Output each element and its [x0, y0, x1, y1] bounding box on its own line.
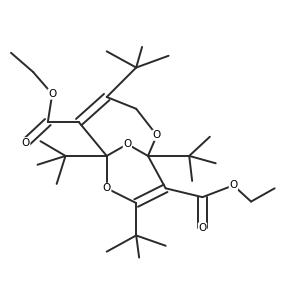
Text: O: O: [48, 89, 56, 99]
Text: O: O: [229, 180, 238, 190]
Text: O: O: [22, 138, 30, 148]
Text: O: O: [103, 183, 111, 193]
Text: O: O: [198, 223, 207, 233]
Text: O: O: [123, 139, 132, 149]
Text: O: O: [153, 130, 161, 140]
